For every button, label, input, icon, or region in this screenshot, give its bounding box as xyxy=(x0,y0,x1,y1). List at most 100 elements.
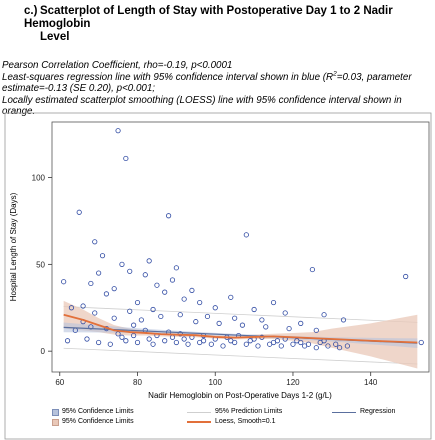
data-point xyxy=(146,336,152,342)
data-point xyxy=(119,334,125,340)
x-tick-label: 100 xyxy=(209,378,223,387)
data-point xyxy=(80,303,86,309)
chart-legend: 95% Confidence Limits 95% Prediction Lim… xyxy=(52,407,432,427)
data-point xyxy=(333,341,339,347)
data-point xyxy=(150,306,156,313)
data-point xyxy=(278,343,284,349)
data-point xyxy=(216,320,222,326)
data-point xyxy=(92,239,98,245)
data-point xyxy=(337,345,343,351)
legend-label-prediction: 95% Prediction Limits xyxy=(215,408,283,415)
data-point xyxy=(162,289,168,295)
data-point xyxy=(232,315,238,321)
note-regression: Least-squares regression line with 95% c… xyxy=(2,70,412,83)
data-point xyxy=(243,341,249,347)
note-loess-cont: orange. xyxy=(2,106,36,117)
data-point xyxy=(127,308,133,314)
x-axis-label: Nadir Hemoglobin on Post-Operative Days … xyxy=(148,391,332,400)
data-point xyxy=(146,258,152,264)
x-tick-label: 140 xyxy=(364,378,378,387)
note-estimate: estimate=-0.13 (SE 0.20), p<0.001; xyxy=(2,83,156,94)
data-point xyxy=(111,315,117,321)
data-point xyxy=(138,317,144,323)
data-point xyxy=(68,305,75,311)
legend-label-loess: Loess, Smooth=0.1 xyxy=(215,418,276,425)
data-point xyxy=(173,339,179,346)
data-point xyxy=(131,322,137,328)
legend-label-reg-ci: 95% Confidence Limits xyxy=(62,408,134,415)
data-point xyxy=(64,338,71,344)
loess-line xyxy=(63,313,418,344)
data-point xyxy=(344,343,350,349)
legend-item-loess-ci: 95% Confidence Limits xyxy=(52,417,187,427)
data-point xyxy=(99,253,106,259)
legend-swatch-reg-ci xyxy=(52,408,59,416)
y-tick-label: 100 xyxy=(32,174,46,183)
data-point xyxy=(123,338,129,344)
data-point xyxy=(181,296,187,302)
data-point xyxy=(162,338,168,344)
title-line-2: Level xyxy=(40,31,70,43)
data-point xyxy=(243,232,249,238)
data-point xyxy=(290,341,296,347)
x-tick-label: 80 xyxy=(133,378,142,387)
note-correlation: Pearson Correlation Coefficient, rho=-0.… xyxy=(2,60,233,71)
data-point xyxy=(418,339,424,346)
y-tick-label: 0 xyxy=(41,347,46,356)
data-point xyxy=(255,343,261,349)
data-point xyxy=(282,310,288,316)
data-point xyxy=(88,280,94,287)
data-point xyxy=(115,128,121,134)
data-point xyxy=(193,319,199,325)
data-point xyxy=(96,339,102,346)
data-point xyxy=(298,339,304,346)
loess-confidence-band xyxy=(63,300,418,369)
x-tick-label: 120 xyxy=(286,378,300,387)
legend-item-prediction: 95% Prediction Limits xyxy=(187,407,332,417)
prediction-limit-upper xyxy=(63,306,418,323)
data-point xyxy=(228,338,234,344)
data-point xyxy=(96,270,102,276)
legend-item-reg-ci: 95% Confidence Limits xyxy=(52,407,187,417)
legend-line-regression xyxy=(332,411,356,413)
data-point xyxy=(259,317,265,323)
legend-line-loess xyxy=(187,421,211,423)
data-point xyxy=(119,261,125,267)
data-point xyxy=(134,299,141,306)
data-point xyxy=(84,336,90,342)
data-point xyxy=(263,324,269,330)
data-point xyxy=(173,265,179,271)
data-point xyxy=(267,341,273,347)
data-point xyxy=(123,155,129,162)
plot-layer: 60 80 100 120 140 0 50 100 xyxy=(32,128,424,387)
note-loess: Locally estimated scatterplot smoothing … xyxy=(2,94,402,106)
data-point xyxy=(340,317,347,323)
outer-frame xyxy=(4,112,432,440)
chart-notes: Pearson Correlation Coefficient, rho=-0.… xyxy=(2,60,432,118)
legend-label-loess-ci: 95% Confidence Limits xyxy=(62,418,134,425)
data-point xyxy=(251,306,257,313)
title-line-1: Scatterplot of Length of Stay with Posto… xyxy=(24,5,393,30)
data-point xyxy=(142,272,148,278)
data-point xyxy=(127,268,133,274)
legend-item-regression: Regression xyxy=(332,407,395,417)
data-point xyxy=(189,287,195,294)
data-point xyxy=(239,322,246,328)
data-point xyxy=(154,282,160,288)
data-point xyxy=(61,279,67,285)
chart-title: c.) Scatterplot of Length of Stay with Po… xyxy=(24,5,424,44)
data-point xyxy=(403,273,409,280)
legend-swatch-loess-ci xyxy=(52,418,59,426)
y-axis-label: Hospital Length of Stay (Days) xyxy=(9,192,18,301)
data-point xyxy=(325,343,331,349)
data-point xyxy=(313,327,319,333)
data-point xyxy=(76,209,82,215)
legend-item-loess: Loess, Smooth=0.1 xyxy=(187,417,276,427)
data-point xyxy=(103,291,110,297)
data-point xyxy=(204,313,211,320)
data-point xyxy=(111,286,117,292)
data-point xyxy=(169,277,176,283)
data-point xyxy=(270,299,277,306)
panel-label: c.) xyxy=(24,5,38,17)
